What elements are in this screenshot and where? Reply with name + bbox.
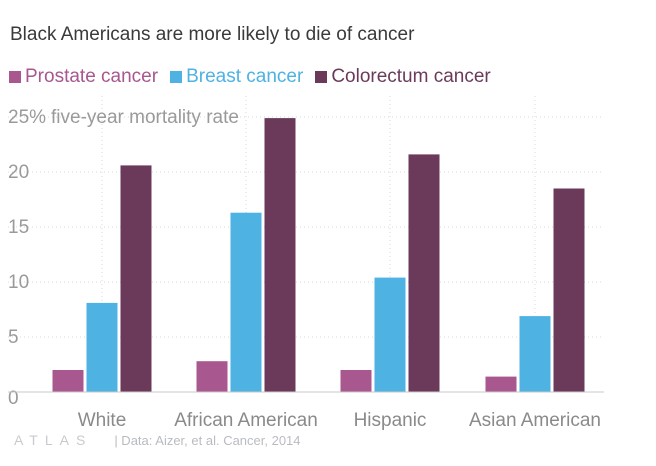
bar-prostate-african-american xyxy=(196,361,228,392)
legend-item-prostate: Prostate cancer xyxy=(9,66,158,88)
legend-label-colorectum: Colorectum cancer xyxy=(331,66,491,87)
x-category-label: African American xyxy=(174,410,318,431)
chart-title: Black Americans are more likely to die o… xyxy=(10,24,415,45)
x-category-label: White xyxy=(78,410,127,431)
bar-colorectum-african-american xyxy=(264,118,296,392)
legend-swatch-breast xyxy=(170,71,183,83)
y-tick-label: 20 xyxy=(8,162,29,183)
y-tick-label: 10 xyxy=(8,272,29,293)
bar-breast-african-american xyxy=(230,212,262,392)
y-tick-label: 5 xyxy=(8,327,19,348)
legend-item-breast: Breast cancer xyxy=(170,66,303,88)
bar-prostate-asian-american xyxy=(485,376,517,392)
x-category-label: Asian American xyxy=(469,410,601,431)
legend-label-prostate: Prostate cancer xyxy=(25,66,159,87)
bar-prostate-hispanic xyxy=(340,370,372,392)
bar-breast-asian-american xyxy=(519,316,551,392)
legend-item-colorectum: Colorectum cancer xyxy=(315,66,491,88)
y-tick-label: 15 xyxy=(8,217,29,238)
atlas-logo: ATLAS xyxy=(14,432,93,448)
y-axis-label: five-year mortality rate xyxy=(51,107,239,128)
y-tick-label: 25% xyxy=(8,107,46,128)
legend-swatch-prostate xyxy=(9,71,21,83)
bar-breast-white xyxy=(86,302,118,392)
bar-prostate-white xyxy=(52,370,84,392)
bar-colorectum-asian-american xyxy=(553,188,585,392)
x-category-label: Hispanic xyxy=(354,410,427,431)
bar-colorectum-white xyxy=(120,165,152,392)
source-note: | Data: Aizer, et al. Cancer, 2014 xyxy=(114,432,301,448)
legend-label-breast: Breast cancer xyxy=(186,66,304,87)
bar-colorectum-hispanic xyxy=(408,154,440,392)
y-tick-label: 0 xyxy=(8,388,19,409)
legend-swatch-colorectum xyxy=(315,71,328,83)
footer: ATLAS | Data: Aizer, et al. Cancer, 2014 xyxy=(14,432,301,448)
legend: Prostate cancer Breast cancer Colorectum… xyxy=(9,66,503,88)
bar-breast-hispanic xyxy=(374,277,406,392)
